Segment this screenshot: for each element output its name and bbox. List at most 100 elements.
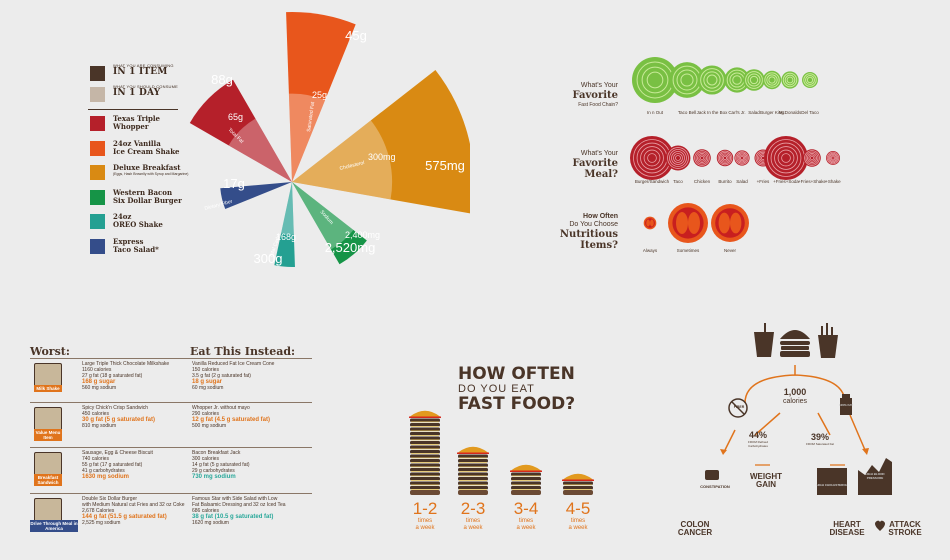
bubble-bub1-0 [632,57,678,103]
patty-0-10 [410,441,440,445]
heart-disease-label: HEART DISEASE [829,520,865,537]
pct-satfat: 39% FROM Saturated Fat [806,432,834,446]
item-tag-3: Drive Through Meal in America [30,520,78,532]
patty-3-1 [563,481,593,485]
daily-label-3: 2,400mg [345,230,380,240]
worst-text-3: Double Six Dollar Burger with Medium Natu… [82,496,185,526]
bubble-label-bub2-6: +Fries+Soda [773,179,799,184]
wedge-consumed-5 [220,182,292,209]
fat-can-icon [840,394,852,415]
legend-item-1: 24oz Vanilla Ice Cream Shake [113,138,180,156]
legend-should: WHAT YOU SHOULD CONSUME IN 1 DAY [113,84,179,98]
patty-1-5 [458,463,488,467]
toilet-paper-icon [705,470,719,480]
question-chain: What's Your Favorite Fast Food Chain? [572,82,618,108]
consumed-label-5: 17g [223,176,245,191]
legend-swatch-consuming [90,66,105,81]
wedge-consumed-3 [292,182,367,265]
bubble-label-bub1-4: Salad [748,110,760,115]
legend-item-5: Express Taco Salad* [113,236,159,254]
patty-0-8 [410,450,440,454]
bubble-bub2-0 [630,136,674,180]
bubble-label-bub1-6: McDonalds [778,110,802,115]
patty-1-4 [458,468,488,472]
legend-item-0: Texas Triple Whopper [113,114,161,131]
bubble-label-bub2-0: Burger/Sandwich [634,179,670,184]
patty-2-0 [511,486,541,490]
item-tag-0: Milk Shake [34,385,62,392]
bubble-label-bub1-0: In n Out [646,110,663,115]
best-text-3: Famous Star with Side Salad with Low Fat … [192,496,286,526]
freq-title: HOW OFTEN DO YOU EAT FAST FOOD? [458,364,576,414]
legend-consuming: WHAT YOU ARE CONSUMING IN 1 ITEM [113,63,174,77]
legend-swatch-5 [90,238,105,254]
worst-text-1: Spicy Chick'n Crisp Sandwich 450 calories… [82,405,156,429]
bubble-bub1-7 [802,72,818,88]
fat-can-label: 100% FAT [839,403,853,407]
freq-label-0: 1-2 times a week [412,499,438,532]
patty-1-1 [458,481,488,485]
bubble-label-bub2-2: Chicken [693,179,711,184]
patty-0-3 [410,472,440,476]
patty-0-14 [410,423,440,427]
label-fiber: Dietary Fiber [204,199,234,212]
bun-bottom-3 [563,490,593,495]
patty-0-0 [410,486,440,490]
wedge-consumed-1 [286,11,356,182]
daily-label-1: 25g [312,90,327,100]
row-divider-2 [30,447,312,448]
wedge-consumed-2 [292,69,470,214]
patty-0-12 [410,432,440,436]
bubble-label-bub3-0: Always [642,248,658,253]
legend-swatch-1 [90,140,105,156]
label-cholesterol: Cholesterol [339,160,365,172]
consumed-label-0: 88g [211,72,233,87]
consumed-label-1: 45g [345,28,367,43]
pct-carbs: 44% FROM Refined Carbohydrates [747,430,768,448]
patty-1-0 [458,486,488,490]
patty-0-6 [410,459,440,463]
bubble-label-bub3-2: Never [723,248,736,253]
patty-1-6 [458,459,488,463]
bp-label: HIGH BLOOD PRESSURE [865,472,885,480]
row-divider-0 [30,358,312,359]
patty-0-4 [410,468,440,472]
instead-heading: Eat This Instead: [190,345,296,358]
bubble-label-bub3-1: Sometimes [676,248,700,253]
patty-0-9 [410,445,440,449]
item-tag-2: Breakfast Sandwich [34,474,62,486]
heart-icon [875,520,885,531]
freq-label-1: 2-3 times a week [460,499,486,532]
patty-1-3 [458,472,488,476]
patty-0-13 [410,427,440,431]
wedge-daily-2 [292,120,393,200]
burger-stack-chart [409,410,594,495]
best-text-2: Bacon Breakfast Jack 300 calories 14 g fat… [192,450,250,480]
bubble-bub1-2 [697,65,727,95]
bubble-bub1-3 [724,67,750,93]
question-nutritious: How Often Do You Choose Nutritious Items… [559,213,618,251]
legend-item-3: Western Bacon Six Dollar Burger [113,187,182,205]
blood-pressure-icon [858,458,892,495]
soda-cup-icon [754,323,774,357]
cholesterol-icon [817,468,847,495]
legend-item-2: Deluxe Breakfast (Eggs, Hash Brownlly wit… [113,163,189,177]
bubble-label-bub1-1: Taco Bell [677,110,697,115]
bubble-label-bub1-5: Burger King [760,110,784,115]
row-divider-3 [30,493,312,494]
bubble-label-bub1-2: Jack In the Box [696,110,728,115]
colon-cancer-label: COLON CANCER [677,520,713,537]
patty-1-2 [458,477,488,481]
freq-label-3: 4-5 times a week [565,499,591,532]
bubble-label-bub1-3: Carl's Jr. [728,110,746,115]
calories-value: 1,000 calories [782,387,808,406]
bubble-label-bub2-3: Burrito [718,179,732,184]
legend-item-4: 24oz OREO Shake [113,212,163,229]
consumed-label-4: 300g [254,251,283,266]
fiber-label: FIBER [733,405,745,409]
patty-1-7 [458,454,488,458]
bun-top-2 [511,464,541,471]
item-tag-1: Value Menu Item [34,429,62,441]
daily-label-4: 168g [276,232,296,242]
